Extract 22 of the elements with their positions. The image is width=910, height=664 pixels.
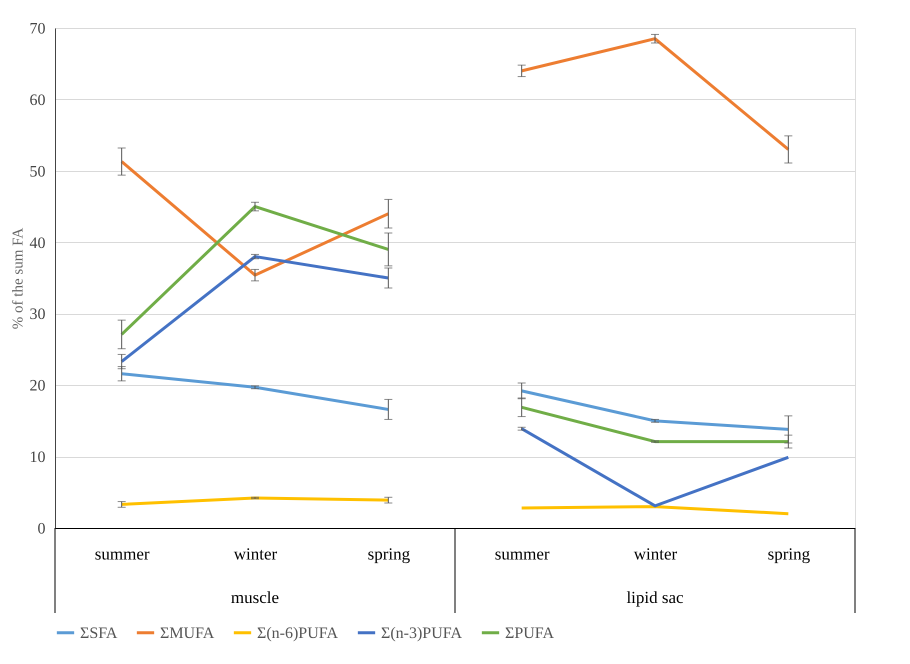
x-tick-label: winter bbox=[234, 544, 278, 564]
y-tick-label: 50 bbox=[30, 163, 46, 180]
text: muscle bbox=[230, 588, 280, 607]
legend-label: Σ(n-6)PUFA bbox=[257, 624, 338, 642]
y-tick-label: 10 bbox=[30, 449, 46, 466]
legend-label: ΣSFA bbox=[80, 624, 118, 642]
legend-label: ΣPUFA bbox=[505, 624, 554, 642]
y-tick-label: 70 bbox=[30, 20, 46, 38]
y-tick-label: 40 bbox=[30, 234, 46, 252]
x-tick-label: spring bbox=[368, 544, 411, 564]
x-tick-label: winter bbox=[634, 544, 678, 564]
y-axis-title: % of the sum FA bbox=[10, 228, 26, 330]
legend-label: Σ(n-3)PUFA bbox=[381, 624, 462, 642]
text: lipid sac bbox=[626, 588, 684, 607]
y-tick-label: 0 bbox=[38, 520, 46, 538]
legend-label: ΣMUFA bbox=[160, 624, 215, 642]
x-tick-label: summer bbox=[494, 544, 550, 564]
x-tick-label: spring bbox=[768, 544, 811, 564]
y-tick-label: 60 bbox=[30, 92, 46, 109]
y-tick-label: 30 bbox=[30, 306, 46, 324]
x-tick-label: summer bbox=[94, 544, 150, 564]
y-tick-label: 20 bbox=[30, 378, 46, 395]
